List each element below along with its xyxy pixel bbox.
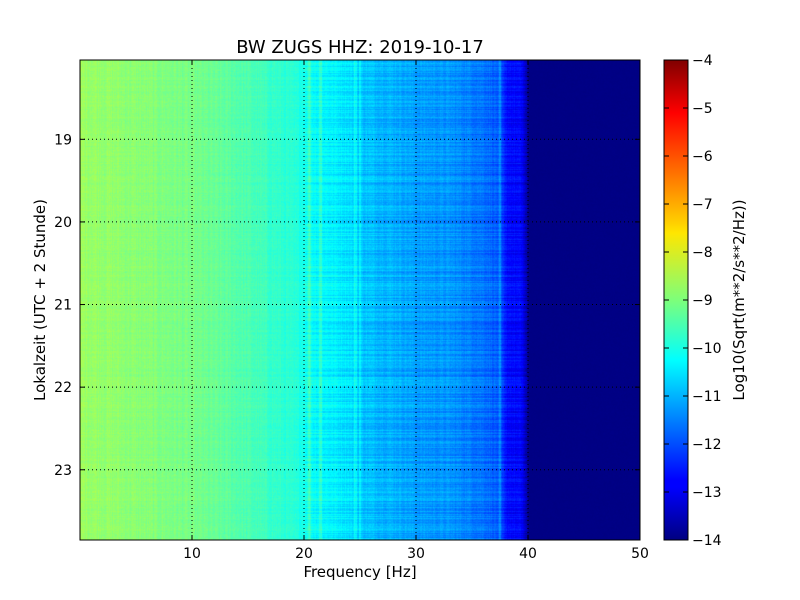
x-tick-label: 10 — [183, 546, 201, 562]
x-axis-ticks: 10 20 30 40 50 — [183, 60, 649, 562]
spectrogram-heatmap — [80, 60, 640, 540]
colorbar-tick-label: −6 — [692, 149, 713, 165]
x-tick-label: 20 — [295, 546, 313, 562]
colorbar: −4 −5 −6 −7 −8 −9 −10 −11 −12 −13 −14 Log10(Sqrt(m… — [663, 53, 748, 549]
colorbar-tick-label: −5 — [692, 101, 713, 117]
colorbar-tick-label: −7 — [692, 197, 713, 213]
y-tick-label: 22 — [54, 380, 72, 396]
y-axis-ticks: 19 20 21 22 23 — [54, 132, 640, 479]
colorbar-tick-label: −9 — [692, 293, 713, 309]
y-axis-label: Lokalzeit (UTC + 2 Stunde) — [31, 199, 49, 401]
colorbar-tick-label: −14 — [692, 533, 722, 549]
y-tick-label: 19 — [54, 132, 72, 148]
x-tick-label: 40 — [519, 546, 537, 562]
colorbar-tick-label: −4 — [692, 53, 713, 69]
colorbar-label: Log10(Sqrt(m**2/s**2/Hz)) — [730, 199, 748, 400]
chart-title: BW ZUGS HHZ: 2019-10-17 — [236, 37, 484, 58]
y-tick-label: 23 — [54, 463, 72, 479]
x-tick-label: 50 — [631, 546, 649, 562]
colorbar-tick-label: −11 — [692, 389, 722, 405]
y-tick-label: 20 — [54, 215, 72, 231]
x-axis-label: Frequency [Hz] — [303, 563, 416, 581]
colorbar-tick-label: −13 — [692, 485, 722, 501]
plot-frame — [79, 59, 641, 541]
colorbar-ticks: −4 −5 −6 −7 −8 −9 −10 −11 −12 −13 −14 — [664, 53, 722, 549]
x-tick-label: 30 — [407, 546, 425, 562]
spectrogram-plot-area: 10 20 30 40 50 19 20 21 22 23 — [54, 59, 649, 562]
colorbar-tick-label: −8 — [692, 245, 713, 261]
colorbar-tick-label: −10 — [692, 341, 722, 357]
colorbar-tick-label: −12 — [692, 437, 722, 453]
y-tick-label: 21 — [54, 298, 72, 314]
grid-lines — [80, 60, 640, 540]
